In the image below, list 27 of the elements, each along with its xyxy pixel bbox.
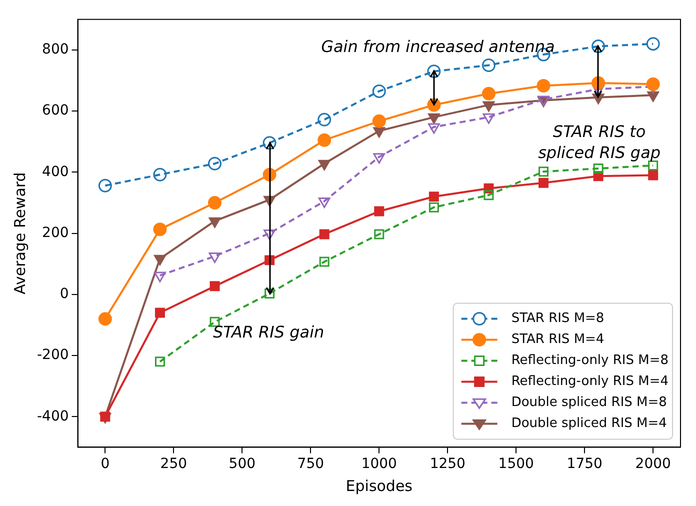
x-axis-title: Episodes (346, 476, 413, 495)
x-tick-label: 0 (100, 456, 110, 472)
y-tick-label: 0 (60, 286, 69, 302)
legend-label: STAR RIS M=4 (511, 332, 604, 348)
x-tick-label: 750 (297, 456, 324, 472)
x-tick-label: 1250 (430, 456, 466, 472)
annotation: STAR RIS to spliced RIS gap (538, 122, 661, 162)
x-tick-label: 250 (160, 456, 188, 472)
legend-label: Reflecting-only RIS M=8 (511, 353, 669, 368)
x-tick-label: 2000 (635, 456, 671, 472)
annotation: Gain from increased antenna (321, 37, 555, 56)
y-tick-label: 400 (42, 164, 69, 180)
x-tick-label: 1000 (361, 456, 397, 472)
y-axis-title: Average Reward (10, 172, 29, 294)
x-tick-label: 500 (228, 456, 256, 472)
annotation: STAR RIS gain (212, 322, 324, 342)
legend-label: Reflecting-only RIS M=4 (511, 374, 669, 390)
y-tick-label: 600 (42, 102, 69, 119)
x-tick-label: 1500 (498, 456, 534, 472)
legend-label: Double spliced RIS M=4 (511, 416, 667, 432)
y-tick-label: -400 (36, 408, 69, 424)
legend-label: Double spliced RIS M=8 (511, 395, 667, 410)
x-tick-label: 1750 (566, 456, 602, 472)
y-tick-label: 200 (42, 224, 69, 241)
y-tick-label: 800 (42, 42, 69, 58)
legend-label: STAR RIS M=8 (511, 311, 604, 326)
y-tick-label: -200 (36, 347, 69, 364)
